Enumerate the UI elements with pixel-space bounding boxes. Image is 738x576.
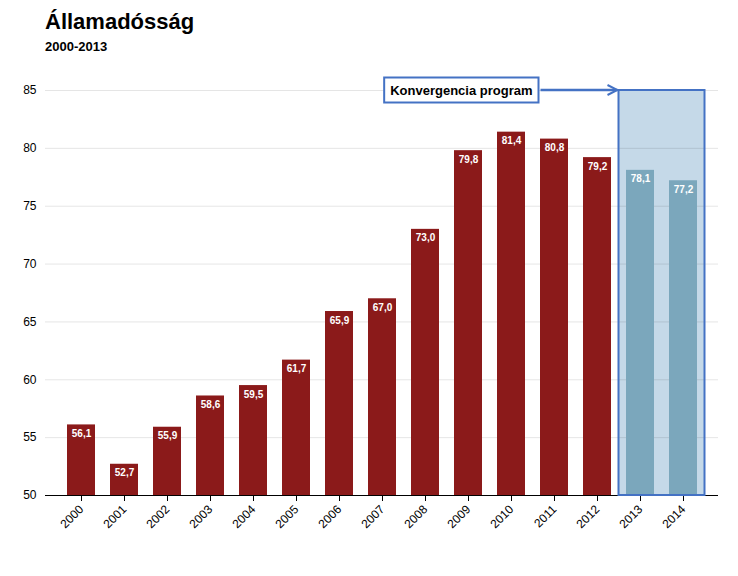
svg-text:80,8: 80,8: [545, 142, 565, 153]
svg-text:65: 65: [23, 315, 37, 329]
svg-text:52,7: 52,7: [115, 467, 135, 478]
svg-text:2001: 2001: [101, 502, 130, 531]
svg-text:78,1: 78,1: [631, 173, 651, 184]
html-text:2000-2013: 2000-2013: [45, 39, 108, 54]
svg-text:60: 60: [23, 373, 37, 387]
svg-text:2006: 2006: [316, 502, 345, 531]
svg-text:56,1: 56,1: [72, 428, 92, 439]
svg-text:2002: 2002: [144, 502, 173, 531]
svg-text:58,6: 58,6: [201, 399, 221, 410]
svg-text:2000: 2000: [58, 502, 87, 531]
svg-text:2007: 2007: [359, 502, 388, 531]
svg-text:61,7: 61,7: [287, 363, 307, 374]
svg-text:50: 50: [23, 488, 37, 502]
svg-text:Konvergencia program: Konvergencia program: [390, 83, 532, 98]
svg-text:81,4: 81,4: [502, 135, 522, 146]
svg-text:2005: 2005: [273, 502, 302, 531]
svg-text:2013: 2013: [617, 502, 646, 531]
svg-text:55: 55: [23, 430, 37, 444]
svg-text:2004: 2004: [230, 502, 259, 531]
svg-text:67,0: 67,0: [373, 302, 393, 313]
svg-text:2009: 2009: [445, 502, 474, 531]
svg-text:70: 70: [23, 257, 37, 271]
svg-text:2012: 2012: [574, 502, 603, 531]
svg-text:2003: 2003: [187, 502, 216, 531]
svg-text:85: 85: [23, 83, 37, 97]
html-text:Államadósság: Államadósság: [45, 9, 195, 34]
svg-text:2014: 2014: [660, 502, 689, 531]
svg-text:75: 75: [23, 199, 37, 213]
svg-text:77,2: 77,2: [674, 184, 694, 195]
svg-text:79,8: 79,8: [459, 154, 479, 165]
svg-text:73,0: 73,0: [416, 232, 436, 243]
svg-text:55,9: 55,9: [158, 430, 178, 441]
svg-text:2011: 2011: [531, 502, 559, 530]
svg-text:65,9: 65,9: [330, 315, 350, 326]
svg-text:80: 80: [23, 141, 37, 155]
svg-text:2010: 2010: [488, 502, 517, 531]
svg-text:59,5: 59,5: [244, 389, 264, 400]
svg-text:79,2: 79,2: [588, 161, 608, 172]
svg-text:2008: 2008: [402, 502, 431, 531]
